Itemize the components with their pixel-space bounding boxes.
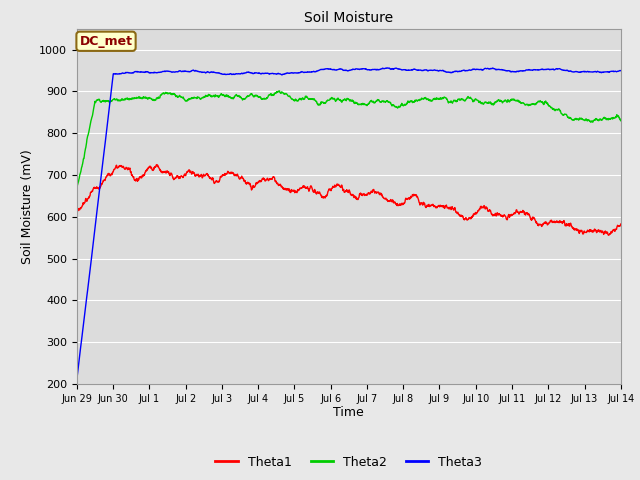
Theta3 (502, 68, 509, 73)
Theta3 (617, 68, 625, 73)
Theta1 (601, 229, 609, 235)
Theta3 (384, 65, 392, 71)
Theta1 (338, 182, 346, 188)
Theta1 (73, 211, 81, 216)
Theta1 (502, 214, 509, 219)
X-axis label: Time: Time (333, 407, 364, 420)
Theta1 (323, 192, 331, 198)
Theta2 (602, 116, 609, 121)
Theta1 (605, 232, 612, 238)
Theta2 (100, 98, 108, 104)
Theta2 (601, 116, 609, 121)
Theta2 (617, 118, 625, 124)
Line: Theta2: Theta2 (77, 91, 621, 188)
Legend: Theta1, Theta2, Theta3: Theta1, Theta2, Theta3 (211, 451, 487, 474)
Line: Theta1: Theta1 (77, 165, 621, 235)
Theta3 (73, 377, 81, 383)
Text: DC_met: DC_met (79, 35, 132, 48)
Theta2 (502, 97, 509, 103)
Theta3 (100, 145, 108, 151)
Line: Theta3: Theta3 (77, 68, 621, 380)
Theta1 (100, 177, 108, 182)
Theta2 (338, 99, 346, 105)
Theta2 (73, 185, 81, 191)
Y-axis label: Soil Moisture (mV): Soil Moisture (mV) (20, 149, 33, 264)
Theta3 (323, 66, 331, 72)
Theta1 (153, 162, 161, 168)
Theta1 (617, 221, 625, 227)
Theta2 (323, 98, 331, 104)
Theta3 (602, 69, 609, 75)
Theta1 (602, 228, 609, 234)
Theta3 (601, 69, 609, 75)
Theta2 (276, 88, 284, 94)
Theta3 (337, 66, 345, 72)
Title: Soil Moisture: Soil Moisture (304, 11, 394, 25)
